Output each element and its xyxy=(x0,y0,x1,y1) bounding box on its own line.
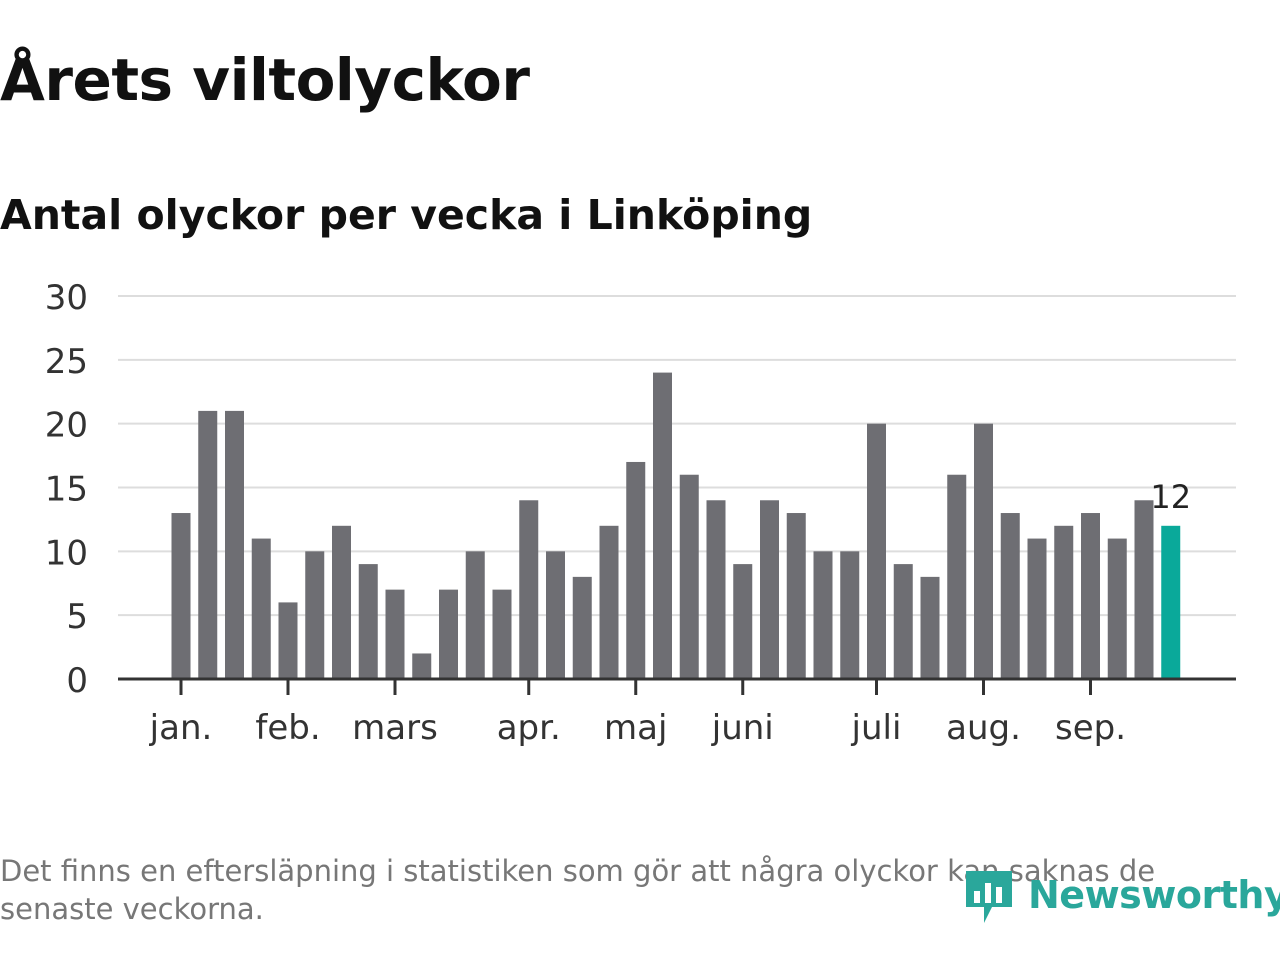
y-tick-label: 0 xyxy=(66,661,88,701)
bar xyxy=(760,500,779,679)
y-tick-label: 20 xyxy=(45,406,88,446)
bar xyxy=(465,551,485,679)
bar xyxy=(867,423,886,679)
bar xyxy=(1000,513,1020,679)
bar xyxy=(653,372,672,679)
x-tick-label: sep. xyxy=(1055,708,1126,748)
footnote: Det finns en eftersläpning i statistiken… xyxy=(0,854,1156,926)
bar xyxy=(679,474,699,679)
chart-subtitle: Antal olyckor per vecka i Linköping xyxy=(0,191,813,239)
bar xyxy=(198,410,218,679)
chart-title: Årets viltolyckor xyxy=(0,46,530,114)
bar xyxy=(599,525,619,679)
y-tick-label: 10 xyxy=(45,533,88,573)
x-tick-label: apr. xyxy=(497,708,561,748)
bar-chart: 0 5 10 15 20 25 30 jan. feb. mars apr. maj juni juli a… xyxy=(45,278,1236,748)
bar xyxy=(225,410,244,679)
bar xyxy=(733,564,753,679)
bar xyxy=(947,474,967,679)
bar xyxy=(1134,500,1154,679)
y-tick-label: 25 xyxy=(45,342,88,382)
bar xyxy=(1081,513,1100,679)
x-tick-label: feb. xyxy=(255,708,320,748)
bar xyxy=(840,551,860,679)
bar xyxy=(974,423,993,679)
bar xyxy=(385,589,405,679)
bar xyxy=(492,589,512,679)
bar xyxy=(305,551,325,679)
bar xyxy=(546,551,565,679)
bar xyxy=(626,461,646,679)
bar xyxy=(1054,525,1074,679)
x-tick-label: jan. xyxy=(149,708,213,748)
newsworthy-logo: Newsworthy xyxy=(962,860,1280,930)
bar xyxy=(813,551,833,679)
bar xyxy=(278,602,298,679)
y-tick-label: 5 xyxy=(66,597,88,637)
x-tick-label: maj xyxy=(604,708,667,748)
x-tick-label: juli xyxy=(851,708,902,748)
newsworthy-logo-icon xyxy=(966,871,1012,923)
bar-highlight xyxy=(1161,525,1181,679)
bar xyxy=(920,576,940,679)
x-tick-label: aug. xyxy=(946,708,1021,748)
bar xyxy=(332,525,351,679)
bar xyxy=(893,564,913,679)
y-tick-label: 15 xyxy=(45,470,88,510)
x-tick-label: juni xyxy=(711,708,774,748)
bar xyxy=(519,500,539,679)
x-tick-label: mars xyxy=(352,708,438,748)
data-label: 12 xyxy=(1150,478,1191,516)
bar xyxy=(786,513,806,679)
bar xyxy=(1107,538,1127,679)
bar xyxy=(171,513,191,679)
bar xyxy=(1027,538,1047,679)
bar xyxy=(439,589,458,679)
brand-name: Newsworthy xyxy=(1028,873,1280,917)
bar xyxy=(358,564,378,679)
y-tick-label: 30 xyxy=(45,278,88,318)
bar xyxy=(572,576,592,679)
bar xyxy=(412,653,432,679)
bar xyxy=(706,500,726,679)
bar xyxy=(251,538,271,679)
